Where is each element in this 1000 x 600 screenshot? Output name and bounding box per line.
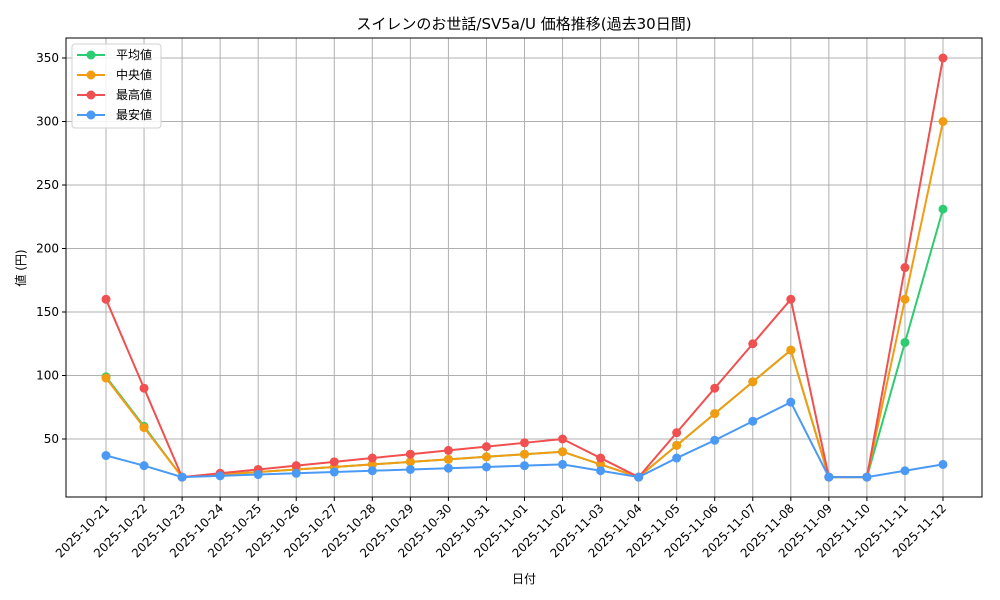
legend-label: 中央値 — [116, 67, 152, 82]
data-point — [139, 383, 149, 393]
data-point — [596, 453, 606, 463]
data-point — [710, 435, 720, 445]
series-3 — [101, 397, 948, 482]
data-point — [139, 423, 149, 433]
data-point — [862, 472, 872, 482]
data-point — [900, 337, 910, 347]
data-point — [367, 453, 377, 463]
data-point — [139, 461, 149, 471]
grid-lines — [66, 38, 982, 497]
data-point — [405, 449, 415, 459]
data-point — [672, 453, 682, 463]
data-point — [824, 472, 834, 482]
data-point — [672, 440, 682, 450]
y-tick-label: 350 — [36, 51, 59, 65]
data-point — [938, 459, 948, 469]
data-point — [634, 472, 644, 482]
data-point — [291, 468, 301, 478]
data-point — [938, 204, 948, 214]
data-point — [558, 447, 568, 457]
data-point — [672, 428, 682, 438]
data-point — [215, 471, 225, 481]
data-point — [786, 397, 796, 407]
data-point — [481, 452, 491, 462]
data-point — [481, 462, 491, 472]
data-point — [443, 445, 453, 455]
data-point — [900, 294, 910, 304]
legend-label: 最高値 — [116, 87, 152, 102]
legend-marker-icon — [86, 90, 96, 100]
x-axis-label: 日付 — [512, 572, 536, 586]
data-point — [748, 416, 758, 426]
data-point — [367, 459, 377, 469]
legend-label: 最安値 — [116, 107, 152, 122]
data-point — [481, 442, 491, 452]
data-point — [748, 339, 758, 349]
y-tick-label: 50 — [44, 432, 59, 446]
data-point — [520, 449, 529, 459]
data-point — [101, 373, 111, 383]
y-tick-label: 150 — [36, 305, 59, 319]
data-point — [596, 459, 606, 469]
data-point — [520, 461, 529, 471]
legend-box — [71, 43, 162, 129]
chart-title: スイレンのお世話/SV5a/U 価格推移(過去30日間) — [356, 15, 691, 33]
y-axis-ticks: 50 100 150 200 250 300 350 — [36, 51, 66, 446]
data-point — [938, 117, 948, 126]
y-tick-label: 200 — [36, 242, 59, 256]
y-tick-label: 100 — [36, 369, 59, 383]
data-point — [253, 470, 263, 480]
data-point — [558, 434, 568, 444]
data-point — [329, 467, 339, 477]
data-point — [710, 383, 720, 393]
data-point — [291, 461, 301, 471]
data-point — [900, 263, 910, 273]
data-point — [177, 472, 187, 482]
data-point — [710, 409, 720, 419]
data-point — [596, 466, 606, 476]
data-point — [101, 294, 111, 304]
data-point — [938, 53, 948, 63]
legend-marker-icon — [86, 70, 96, 80]
data-point — [900, 466, 910, 476]
data-series — [101, 53, 948, 482]
data-point — [558, 459, 568, 469]
data-point — [443, 454, 453, 464]
data-point — [367, 466, 377, 476]
data-point — [786, 345, 796, 355]
y-axis-label: 値 (円) — [13, 249, 28, 286]
data-point — [329, 457, 339, 467]
y-tick-label: 250 — [36, 178, 59, 192]
data-point — [405, 457, 415, 467]
legend-label: 平均値 — [116, 47, 152, 62]
legend-marker-icon — [86, 110, 96, 120]
data-point — [101, 451, 111, 461]
data-point — [786, 294, 796, 304]
data-point — [748, 377, 758, 387]
data-point — [443, 463, 453, 473]
data-point — [520, 438, 529, 448]
legend-marker-icon — [86, 50, 96, 60]
y-tick-label: 300 — [36, 115, 59, 129]
data-point — [405, 464, 415, 474]
x-axis-ticks: 2025-10-212025-10-222025-10-232025-10-24… — [53, 497, 949, 560]
